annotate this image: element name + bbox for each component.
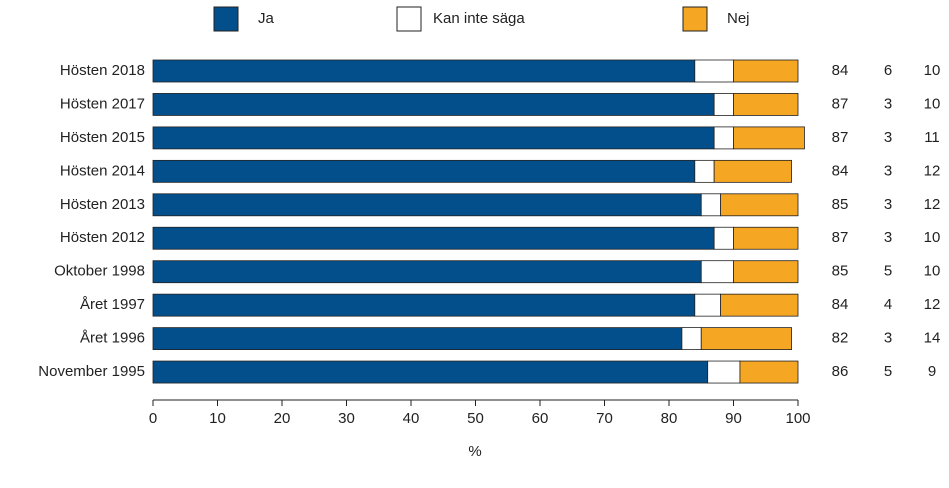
data-label: 10	[924, 95, 941, 112]
data-label: 6	[884, 62, 892, 79]
data-label: 10	[924, 263, 941, 280]
bar-segment	[681, 327, 702, 351]
x-tick-label: 50	[467, 410, 484, 427]
y-tick-label: Hösten 2015	[60, 129, 145, 146]
bar-segment	[152, 126, 715, 150]
bar-segment	[707, 360, 741, 384]
data-label: 87	[832, 129, 849, 146]
y-tick-label: Hösten 2017	[60, 95, 145, 112]
bar-segment	[152, 93, 715, 116]
x-tick-label: 10	[209, 410, 226, 427]
bar-segment	[152, 193, 702, 217]
bar-segment	[733, 260, 799, 284]
x-tick-label: 20	[274, 410, 291, 427]
data-label: 3	[884, 229, 892, 246]
data-label: 10	[924, 229, 941, 246]
bar-segment	[152, 226, 715, 250]
bar-segment	[733, 126, 805, 150]
bar-segment	[152, 159, 696, 183]
data-label: 84	[832, 62, 849, 79]
legend-swatch	[396, 6, 422, 32]
bar-segment	[152, 293, 696, 317]
bar-segment	[733, 93, 799, 116]
legend-label: Kan inte säga	[433, 10, 525, 27]
data-label: 3	[884, 196, 892, 213]
bar-segment	[152, 59, 696, 83]
x-tick-label: 100	[785, 410, 810, 427]
bar-segment	[739, 360, 799, 384]
legend-swatch	[213, 6, 239, 32]
data-label: 3	[884, 162, 892, 179]
data-label: 11	[924, 129, 940, 146]
legend-label: Nej	[727, 10, 750, 27]
data-label: 84	[832, 296, 849, 313]
x-tick-label: 80	[661, 410, 678, 427]
y-tick-label: Året 1997	[80, 296, 145, 313]
bar-segment	[700, 260, 734, 284]
bar-segment	[720, 293, 799, 317]
data-label: 3	[884, 330, 892, 347]
bar-segment	[713, 226, 734, 250]
bar-segment	[152, 260, 702, 284]
data-label: 82	[832, 330, 849, 347]
x-tick-label: 40	[403, 410, 420, 427]
data-label: 87	[832, 229, 849, 246]
bar-segment	[152, 360, 709, 384]
data-label: 12	[924, 162, 941, 179]
x-tick-label: 60	[532, 410, 549, 427]
data-label: 12	[924, 296, 941, 313]
data-label: 85	[832, 263, 849, 280]
bar-segment	[720, 193, 799, 217]
y-tick-label: Hösten 2012	[60, 229, 145, 246]
bar-segment	[694, 59, 734, 83]
bar-segment	[733, 59, 799, 83]
data-label: 12	[924, 196, 941, 213]
data-label: 9	[928, 363, 936, 380]
legend-swatch	[682, 6, 708, 32]
y-tick-label: Hösten 2013	[60, 196, 145, 213]
data-label: 4	[884, 296, 892, 313]
x-tick-label: 70	[596, 410, 613, 427]
x-axis-label: %	[468, 443, 481, 460]
bar-segment	[733, 226, 799, 250]
bar-segment	[713, 93, 734, 116]
data-label: 86	[832, 363, 849, 380]
bar-segment	[700, 327, 792, 351]
y-tick-label: November 1995	[38, 363, 145, 380]
bar-segment	[713, 159, 792, 183]
legend-label: Ja	[258, 10, 275, 27]
data-label: 3	[884, 95, 892, 112]
y-tick-label: Hösten 2018	[60, 62, 145, 79]
data-label: 10	[924, 62, 941, 79]
x-tick-label: 30	[338, 410, 355, 427]
bar-segment	[700, 193, 722, 217]
data-label: 85	[832, 196, 849, 213]
data-label: 5	[884, 363, 892, 380]
data-label: 87	[832, 95, 849, 112]
data-label: 14	[924, 330, 941, 347]
bar-segment	[694, 293, 721, 317]
y-tick-label: Året 1996	[80, 330, 145, 347]
y-tick-label: Oktober 1998	[54, 263, 145, 280]
bar-segment	[694, 159, 715, 183]
data-label: 3	[884, 129, 892, 146]
data-label: 84	[832, 162, 849, 179]
data-label: 5	[884, 263, 892, 280]
bar-segment	[713, 126, 734, 150]
y-tick-label: Hösten 2014	[60, 162, 145, 179]
x-tick-label: 90	[725, 410, 742, 427]
bar-segment	[152, 327, 683, 351]
x-tick-label: 0	[149, 410, 157, 427]
